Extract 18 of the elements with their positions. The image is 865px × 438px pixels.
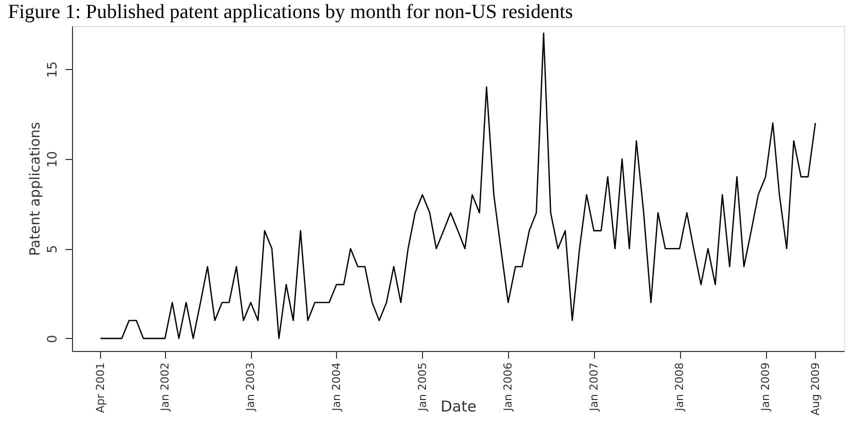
x-tick-label: Jan 2002 (158, 362, 172, 412)
x-tick-label: Jan 2003 (244, 362, 258, 412)
y-axis-title: Patent applications (28, 122, 44, 256)
line-series (100, 32, 816, 340)
x-tick-label: Jan 2009 (759, 362, 772, 412)
y-tick-label: 15 (46, 61, 60, 78)
x-axis-title: Date (440, 397, 476, 416)
x-tick-label: Apr 2001 (94, 362, 107, 414)
x-tick-label: Jan 2008 (673, 362, 686, 412)
x-tick-label: Jan 2005 (416, 362, 429, 412)
x-tick-label: Jan 2004 (330, 362, 343, 412)
x-tick-label: Aug 2009 (808, 362, 822, 416)
x-tick-label: Jan 2006 (502, 362, 515, 412)
chart-title: Figure 1: Published patent applications by month for non-US residents (8, 1, 574, 23)
x-tick-label: Jan 2007 (587, 362, 600, 412)
y-tick-label: 0 (46, 334, 60, 344)
y-tick-label: 5 (46, 245, 60, 254)
y-tick-label: 10 (46, 151, 60, 168)
